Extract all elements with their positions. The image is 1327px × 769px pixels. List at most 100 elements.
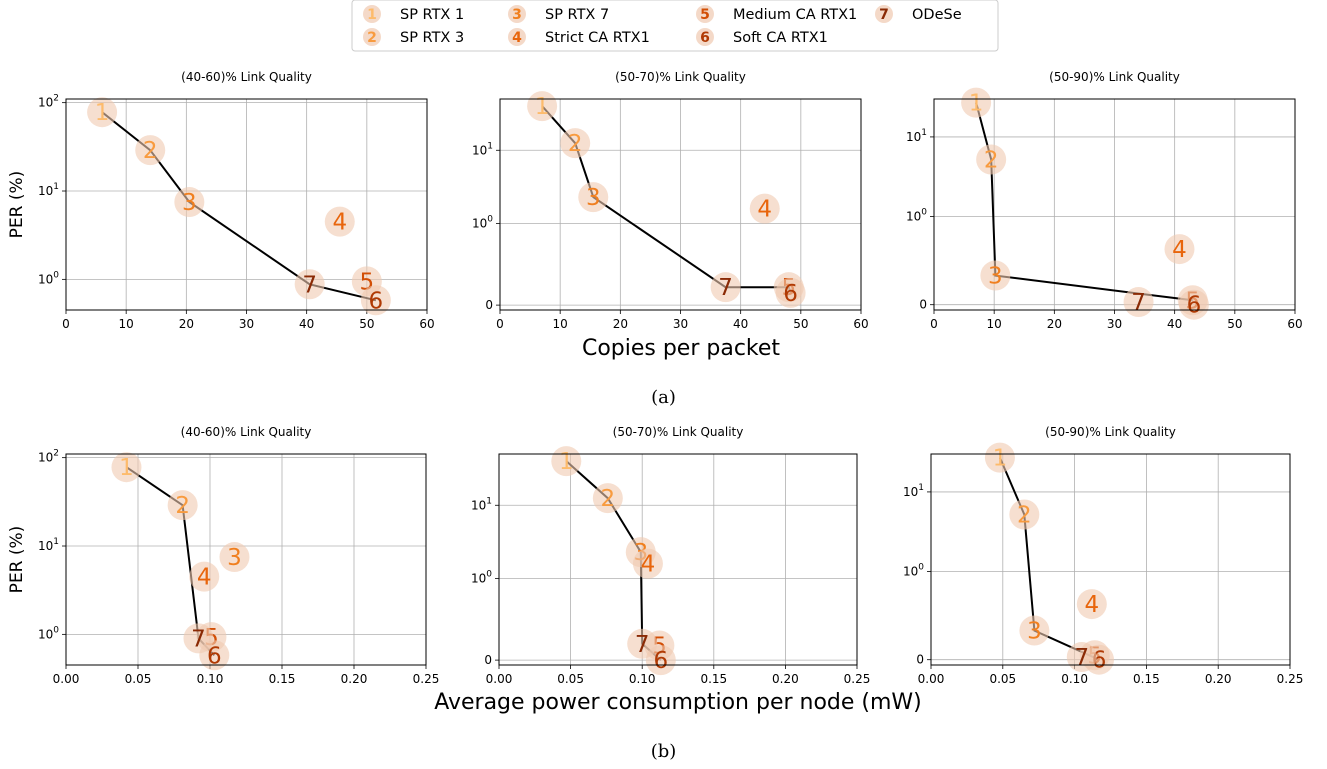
x-tick-label: 50 — [793, 317, 808, 331]
data-point: 7 — [294, 269, 325, 300]
chart-panel: (50-70)% Link Quality 0.00 0.05 0.10 0.15 0.2… — [471, 425, 870, 686]
data-point: 4 — [749, 193, 780, 224]
point-label: 6 — [369, 288, 384, 314]
x-tick-label: 60 — [1287, 317, 1302, 331]
legend-marker: 5 — [700, 7, 710, 23]
point-label: 6 — [207, 643, 222, 669]
data-point: 7 — [1123, 287, 1154, 318]
chart-title: (40-60)% Link Quality — [181, 425, 312, 439]
legend-item: 4 Strict CA RTX1 — [508, 28, 650, 46]
data-point: 2 — [135, 135, 166, 166]
x-tick-label: 0 — [62, 317, 70, 331]
data-point: 6 — [360, 285, 391, 316]
point-bubble — [294, 269, 325, 300]
legend-marker: 4 — [512, 30, 522, 46]
x-tick-label: 10 — [119, 317, 134, 331]
data-point: 3 — [578, 182, 609, 213]
axes-frame — [65, 98, 428, 311]
chart-panel: (50-90)% Link Quality 0.00 0.05 0.10 0.15 0.2… — [903, 425, 1303, 686]
point-bubble — [167, 490, 198, 521]
x-tick-label: 0.25 — [413, 672, 440, 686]
data-point: 1 — [111, 452, 142, 483]
y-tick-label: 100 — [472, 215, 493, 231]
point-bubble — [111, 452, 142, 483]
point-bubble — [219, 542, 250, 573]
y-tick-label: 0 — [919, 298, 927, 312]
point-label: 7 — [635, 632, 650, 658]
series-line — [975, 102, 1193, 302]
point-label: 4 — [1172, 237, 1187, 263]
y-tick-label: 0 — [484, 653, 492, 667]
y-tick-label: 101 — [472, 141, 493, 157]
legend-marker-bubble — [508, 28, 526, 46]
data-point: 1 — [984, 442, 1015, 473]
legend-label: Strict CA RTX1 — [545, 30, 650, 46]
chart-title: (50-70)% Link Quality — [615, 70, 746, 84]
point-label: 3 — [182, 190, 197, 216]
axes-frame — [65, 453, 427, 666]
legend-marker-bubble — [363, 5, 381, 23]
data-point: 3 — [219, 542, 250, 573]
data-point: 2 — [167, 490, 198, 521]
y-tick-label: 102 — [38, 449, 59, 465]
data-point: 2 — [560, 128, 591, 159]
data-point: 3 — [980, 260, 1011, 291]
point-label: 6 — [1187, 293, 1202, 319]
x-axis-label-bottom: Average power consumption per node (mW) — [434, 690, 922, 715]
point-label: 7 — [302, 272, 317, 298]
point-bubble — [749, 193, 780, 224]
point-label: 3 — [227, 545, 242, 571]
legend-item: 3 SP RTX 7 — [508, 5, 609, 23]
data-point: 1 — [87, 97, 118, 128]
point-label: 7 — [191, 626, 206, 652]
point-bubble — [980, 260, 1011, 291]
point-bubble — [1164, 234, 1195, 265]
caption-b: (b) — [650, 741, 677, 762]
axes-frame — [933, 98, 1296, 311]
x-tick-label: 60 — [419, 317, 434, 331]
x-tick-label: 40 — [733, 317, 748, 331]
point-bubble — [189, 561, 220, 592]
legend-item: 7 ODeSe — [875, 5, 962, 23]
legend-marker: 7 — [879, 7, 889, 23]
point-label: 1 — [535, 94, 550, 120]
point-bubble — [174, 187, 205, 218]
data-point: 3 — [174, 187, 205, 218]
x-tick-label: 40 — [1167, 317, 1182, 331]
y-tick-label: 101 — [903, 483, 924, 499]
x-tick-label: 40 — [299, 317, 314, 331]
point-label: 7 — [1074, 645, 1089, 671]
point-label: 7 — [1131, 290, 1146, 316]
legend-marker-bubble — [363, 28, 381, 46]
point-bubble — [1178, 289, 1209, 320]
legend-marker: 1 — [367, 7, 377, 23]
x-tick-label: 0.00 — [53, 672, 80, 686]
legend-marker-bubble — [696, 5, 714, 23]
y-tick-label: 0 — [916, 653, 924, 667]
legend-marker-bubble — [875, 5, 893, 23]
x-tick-label: 50 — [359, 317, 374, 331]
point-label: 7 — [718, 275, 733, 301]
data-point: 7 — [627, 628, 658, 659]
series-line — [998, 457, 1100, 661]
point-bubble — [710, 272, 741, 303]
point-bubble — [1019, 615, 1050, 646]
data-point: 7 — [1066, 642, 1097, 673]
point-label: 1 — [993, 446, 1008, 472]
x-tick-label: 30 — [673, 317, 688, 331]
chart-title: (50-90)% Link Quality — [1045, 425, 1176, 439]
data-point: 2 — [592, 483, 623, 514]
point-label: 1 — [559, 449, 574, 475]
legend-label: Medium CA RTX1 — [733, 7, 857, 23]
x-tick-label: 0.05 — [125, 672, 152, 686]
x-tick-label: 0.20 — [1205, 672, 1232, 686]
x-tick-label: 0.25 — [1277, 672, 1304, 686]
x-tick-label: 30 — [1107, 317, 1122, 331]
x-tick-label: 0 — [496, 317, 504, 331]
legend-item: 1 SP RTX 1 — [363, 5, 464, 23]
point-label: 2 — [143, 138, 158, 164]
chart-panel: (40-60)% Link Quality 0 10 20 30 40 50 60 100 101… — [7, 70, 435, 331]
x-tick-label: 0.10 — [197, 672, 224, 686]
point-bubble — [1009, 499, 1040, 530]
x-tick-label: 0.10 — [1061, 672, 1088, 686]
